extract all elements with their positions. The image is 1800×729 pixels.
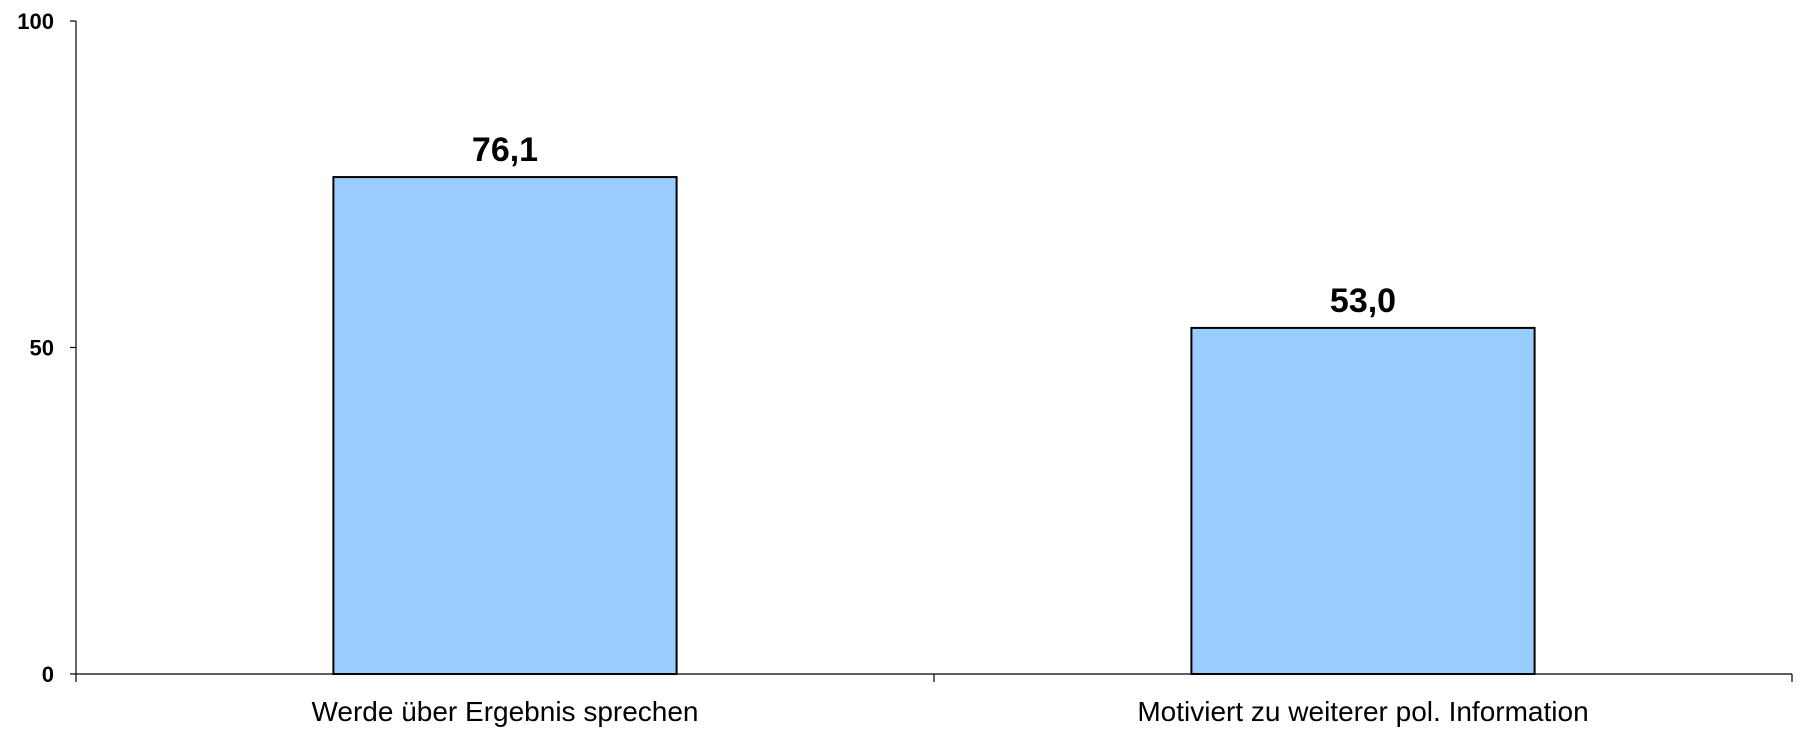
bars: [332, 176, 1536, 676]
bar: [332, 176, 678, 676]
data-labels: 76,1 53,0: [472, 131, 1396, 320]
y-tick-label: 0: [42, 662, 54, 687]
y-tick-label: 100: [17, 9, 54, 34]
x-tick-label: Werde über Ergebnis sprechen: [311, 696, 698, 727]
data-label: 76,1: [472, 131, 538, 169]
data-label: 53,0: [1330, 282, 1396, 320]
bar: [1190, 326, 1536, 675]
x-tick-label: Motiviert zu weiterer pol. Information: [1137, 696, 1588, 727]
y-tick-label: 50: [30, 336, 54, 361]
y-axis: 0 50 100: [17, 9, 77, 687]
x-axis: Werde über Ergebnis sprechen Motiviert zu…: [75, 673, 1793, 727]
